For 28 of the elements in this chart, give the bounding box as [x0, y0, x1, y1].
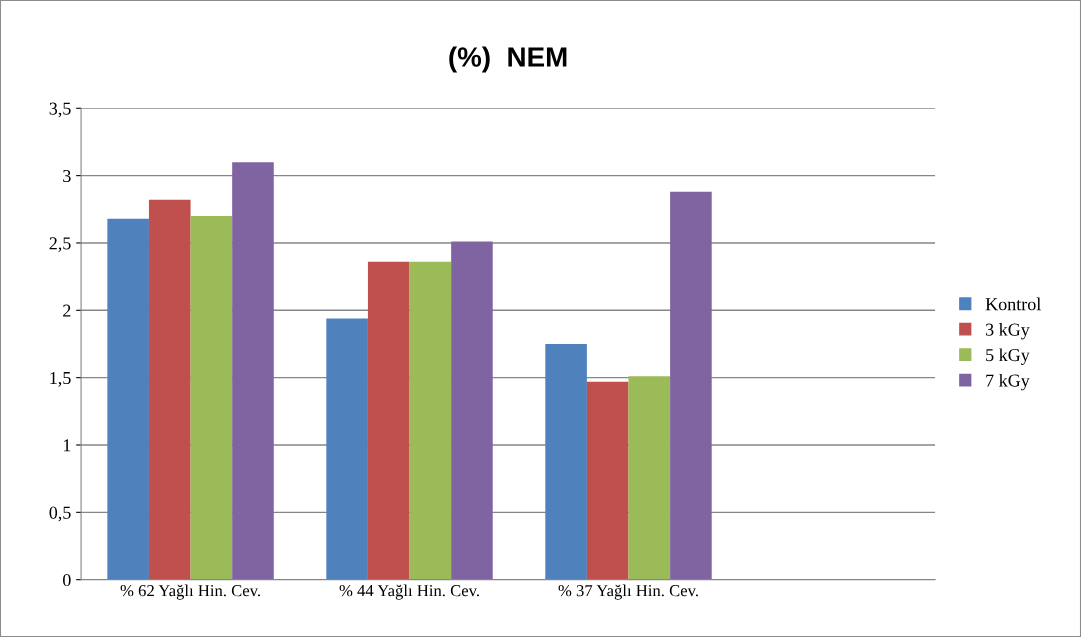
bar: [628, 376, 671, 580]
y-tick-label: 1,5: [50, 371, 71, 387]
bar: [586, 381, 629, 580]
y-tick-label: 2: [63, 304, 71, 317]
legend-label: 3 kGy: [986, 323, 1030, 340]
y-tick-label: 1: [63, 439, 71, 452]
bar: [670, 191, 712, 580]
bar: [148, 199, 191, 580]
bar: [367, 261, 410, 580]
chart-title: (%) NEM: [449, 46, 567, 73]
bar: [107, 218, 149, 580]
bar: [545, 343, 587, 580]
legend-label: 5 kGy: [986, 348, 1030, 365]
x-tick-label: % 62 Yağlı Hin. Cev.: [120, 584, 260, 600]
y-tick-label: 0,5: [49, 506, 71, 522]
bar: [232, 162, 274, 580]
bar: [326, 318, 368, 580]
bar: [451, 241, 493, 580]
y-tick-label: 0: [63, 573, 71, 587]
legend-label: Kontrol: [985, 297, 1041, 311]
y-tick-label: 3: [63, 169, 71, 183]
y-tick-label: 3,5: [49, 102, 71, 118]
x-tick-label: % 44 Yağlı Hin. Cev.: [339, 584, 479, 600]
x-tick-label: % 37 Yağlı Hin. Cev.: [558, 584, 698, 600]
y-tick-label: 2,5: [49, 237, 71, 253]
legend-label: 7 kGy: [986, 373, 1030, 391]
bar: [409, 261, 452, 580]
bar: [190, 216, 233, 580]
